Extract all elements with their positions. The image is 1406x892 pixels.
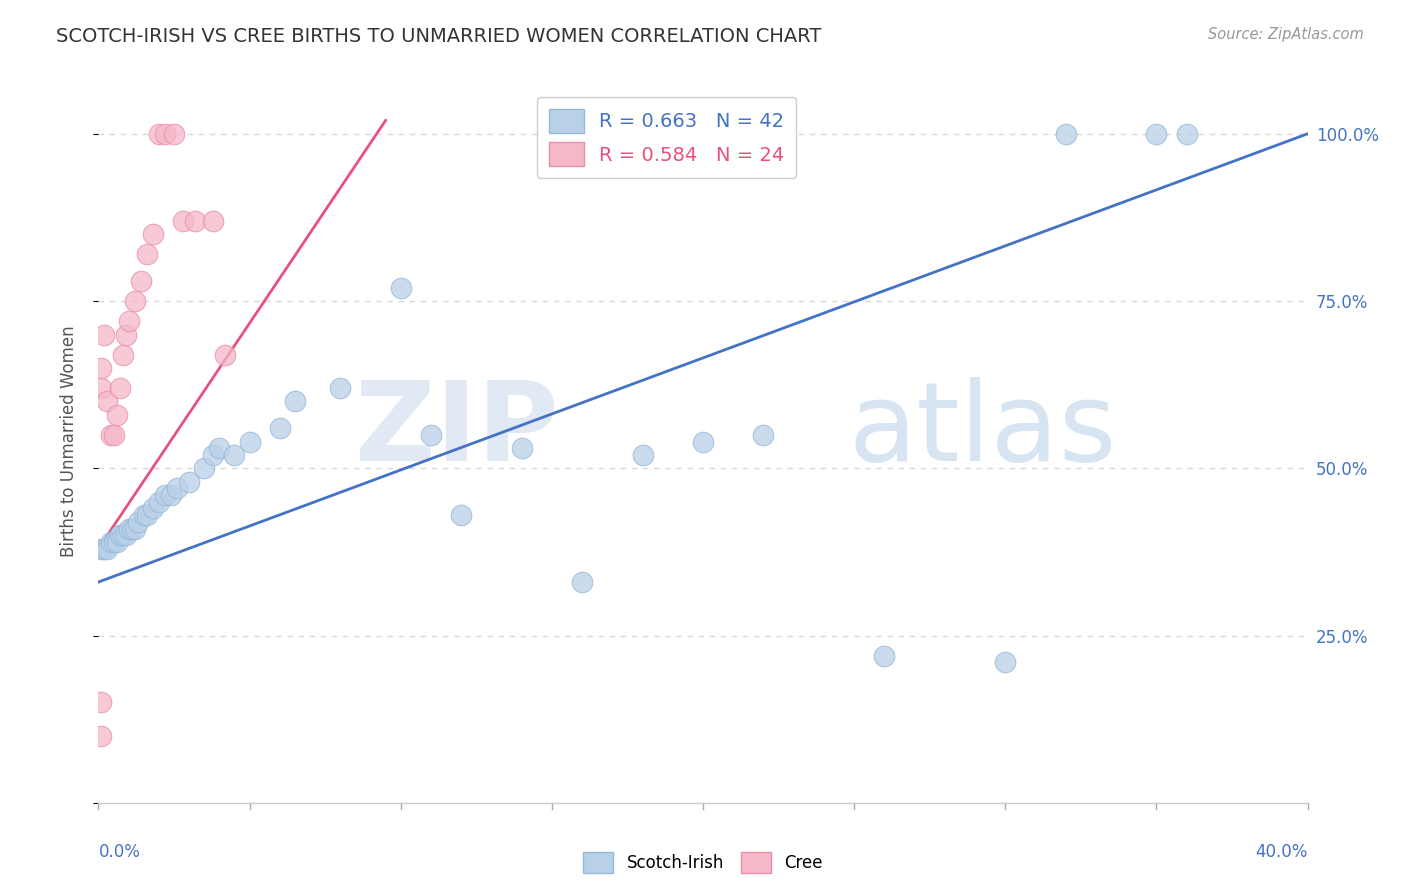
Point [329, 381, 352, 395]
Point [163, 127, 186, 141]
Point [96, 394, 118, 409]
Point [103, 534, 125, 549]
Point [124, 521, 146, 535]
Point [269, 421, 291, 435]
Point [100, 427, 122, 442]
Point [148, 127, 170, 141]
Point [994, 655, 1017, 669]
Legend: R = 0.663   N = 42, R = 0.584   N = 24: R = 0.663 N = 42, R = 0.584 N = 24 [537, 97, 796, 178]
Point [1175, 127, 1198, 141]
Point [135, 247, 157, 261]
Legend: Scotch-Irish, Cree: Scotch-Irish, Cree [576, 846, 830, 880]
Text: ZIP: ZIP [354, 377, 558, 484]
Point [284, 394, 307, 409]
Point [121, 521, 143, 535]
Point [153, 127, 176, 141]
Y-axis label: Births to Unmarried Women: Births to Unmarried Women [59, 326, 77, 558]
Point [105, 534, 128, 549]
Point [193, 461, 215, 475]
Point [752, 427, 775, 442]
Text: Source: ZipAtlas.com: Source: ZipAtlas.com [1208, 27, 1364, 42]
Point [142, 501, 165, 516]
Point [450, 508, 472, 523]
Point [166, 482, 188, 496]
Point [1054, 127, 1077, 141]
Point [184, 214, 207, 228]
Point [214, 348, 236, 362]
Text: 40.0%: 40.0% [1256, 843, 1308, 861]
Point [160, 488, 183, 502]
Point [90, 381, 112, 395]
Point [103, 427, 125, 442]
Point [148, 494, 170, 508]
Point [118, 521, 141, 535]
Text: SCOTCH-IRISH VS CREE BIRTHS TO UNMARRIED WOMEN CORRELATION CHART: SCOTCH-IRISH VS CREE BIRTHS TO UNMARRIED… [56, 27, 821, 45]
Point [142, 227, 165, 242]
Point [510, 442, 533, 455]
Point [100, 534, 122, 549]
Text: atlas: atlas [848, 377, 1116, 484]
Point [202, 214, 225, 228]
Point [239, 434, 262, 449]
Point [114, 528, 136, 542]
Point [90, 696, 112, 710]
Point [124, 294, 146, 309]
Point [1144, 127, 1167, 141]
Point [135, 508, 157, 523]
Point [108, 381, 131, 395]
Point [114, 327, 136, 342]
Point [179, 475, 201, 489]
Point [631, 448, 654, 462]
Point [692, 434, 714, 449]
Point [208, 442, 231, 455]
Point [129, 274, 152, 288]
Point [873, 648, 896, 663]
Point [96, 541, 118, 556]
Point [111, 348, 134, 362]
Point [224, 448, 246, 462]
Point [93, 327, 115, 342]
Point [108, 528, 131, 542]
Point [420, 427, 443, 442]
Point [90, 541, 112, 556]
Point [172, 214, 194, 228]
Point [105, 408, 128, 422]
Point [127, 515, 149, 529]
Point [111, 528, 134, 542]
Point [90, 361, 112, 376]
Point [93, 541, 115, 556]
Point [571, 575, 593, 590]
Point [132, 508, 155, 523]
Text: 0.0%: 0.0% [98, 843, 141, 861]
Point [389, 281, 412, 295]
Point [118, 314, 141, 328]
Point [153, 488, 176, 502]
Point [202, 448, 225, 462]
Point [90, 729, 112, 743]
